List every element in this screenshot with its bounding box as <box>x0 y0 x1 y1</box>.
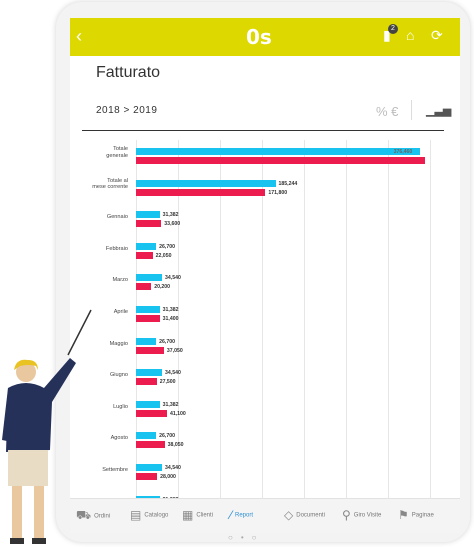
value-label: 33,600 <box>164 221 180 227</box>
bar-2018[interactable] <box>136 243 156 250</box>
bar-2018[interactable] <box>136 401 160 408</box>
nav-label: Documenti <box>296 513 325 519</box>
top-bar: ‹ 0s ▮ 2 ⌂ ⟳ <box>70 18 460 56</box>
nav-item-catalogo[interactable]: ▤ Catalogo <box>130 508 168 522</box>
value-label: 34,540 <box>165 275 181 281</box>
grid-line <box>304 140 305 510</box>
bar-2019[interactable] <box>136 220 161 227</box>
app-logo: 0s <box>246 25 272 49</box>
value-label: 27,500 <box>160 379 176 385</box>
nav-label: Report <box>235 513 253 519</box>
bar-2018[interactable] <box>136 306 160 313</box>
value-label: 185,244 <box>279 181 298 187</box>
value-label: 26,700 <box>159 339 175 345</box>
home-icon[interactable]: ⌂ <box>406 27 414 43</box>
bar-2019[interactable] <box>136 473 157 480</box>
bar-2019[interactable] <box>136 410 167 417</box>
value-label: 22,050 <box>156 253 172 259</box>
value-label: 38,050 <box>168 442 184 448</box>
value-label: 20,200 <box>154 284 170 290</box>
page-title: Fatturato <box>96 64 160 82</box>
bottom-navigation: ⛟ Ordini ▤ Catalogo ▦ Clienti ⁄ Report ◇ Document… <box>70 498 460 533</box>
value-label: 26,700 <box>159 433 175 439</box>
bar-2018[interactable] <box>136 464 162 471</box>
value-label: 28,000 <box>160 474 176 480</box>
nav-label: Catalogo <box>144 513 168 519</box>
grid-line <box>388 140 389 510</box>
value-label: 34,540 <box>165 465 181 471</box>
nav-item-paginae[interactable]: ⚑ Paginae <box>398 508 434 522</box>
value-label: 31,400 <box>163 316 179 322</box>
bar-chart-icon[interactable]: ▁▃▅ <box>426 104 451 117</box>
bar-2019[interactable] <box>136 441 165 448</box>
value-label: 41,100 <box>170 411 186 417</box>
header-divider <box>82 130 444 131</box>
bar-2019[interactable] <box>136 189 265 196</box>
unit-toggle[interactable]: % € <box>376 104 398 119</box>
value-label: 31,382 <box>163 307 179 313</box>
category-label: Febbraio <box>72 246 128 253</box>
bar-2018[interactable] <box>136 148 420 155</box>
divider <box>411 100 412 120</box>
grid-line <box>346 140 347 510</box>
value-label: 31,382 <box>163 402 179 408</box>
value-label: 37,050 <box>167 348 183 354</box>
bar-2019[interactable] <box>136 315 160 322</box>
map-pin-icon: ⚲ <box>342 508 351 522</box>
nav-label: Clienti <box>196 513 213 519</box>
flag-icon: ⚑ <box>398 508 409 522</box>
bar-2018[interactable] <box>136 369 162 376</box>
page-dots: ○•○ <box>228 533 264 542</box>
nav-label: Paginae <box>412 513 434 519</box>
back-button[interactable]: ‹ <box>76 26 82 47</box>
sync-icon[interactable]: ⟳ <box>431 27 443 44</box>
category-label: Totale generale <box>72 146 128 159</box>
bar-2018[interactable] <box>136 180 276 187</box>
bar-2019[interactable] <box>136 347 164 354</box>
notification-badge: 2 <box>388 24 398 34</box>
value-label: 376,460 <box>394 149 413 155</box>
nav-item-clienti[interactable]: ▦ Clienti <box>182 508 213 522</box>
value-label: 34,540 <box>165 370 181 376</box>
chart-line-icon: ⁄ <box>230 508 232 522</box>
value-label: 171,800 <box>268 190 287 196</box>
app-screen: ‹ 0s ▮ 2 ⌂ ⟳ Fatturato 2018 > 2019 % € ▁… <box>70 18 460 533</box>
bar-2018[interactable] <box>136 274 162 281</box>
bar-2019[interactable] <box>136 157 425 164</box>
value-label: 26,700 <box>159 244 175 250</box>
bar-2019[interactable] <box>136 378 157 385</box>
bar-2019[interactable] <box>136 283 151 290</box>
presenter-illustration <box>0 300 110 547</box>
document-icon: ◇ <box>284 508 293 522</box>
nav-item-giro-visite[interactable]: ⚲ Giro Visite <box>342 508 381 522</box>
nav-item-documenti[interactable]: ◇ Documenti <box>284 508 325 522</box>
book-icon: ▤ <box>130 508 141 522</box>
nav-label: Giro Visite <box>354 513 382 519</box>
bar-2019[interactable] <box>136 252 153 259</box>
category-label: Gennaio <box>72 214 128 221</box>
category-label: Totale al mese corrente <box>72 178 128 191</box>
grid-line <box>430 140 431 510</box>
building-icon: ▦ <box>182 508 193 522</box>
bar-2018[interactable] <box>136 432 156 439</box>
period-selector[interactable]: 2018 > 2019 <box>96 105 157 116</box>
nav-item-report[interactable]: ⁄ Report <box>230 508 253 522</box>
bar-2018[interactable] <box>136 211 160 218</box>
value-label: 31,382 <box>163 212 179 218</box>
category-label: Marzo <box>72 277 128 284</box>
bar-2018[interactable] <box>136 338 156 345</box>
